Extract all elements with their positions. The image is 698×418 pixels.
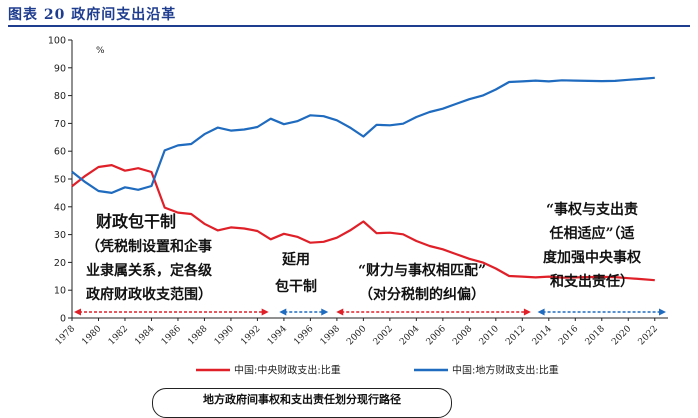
- period-arrow-2: [279, 308, 329, 316]
- x-tick-label: 1986: [160, 324, 183, 347]
- legend-label: 中国:中央财政支出:比重: [234, 364, 341, 377]
- y-tick-label: 100: [48, 36, 66, 47]
- y-tick-label: 70: [54, 119, 66, 130]
- annotation-a3: “财力与事权相匹配” （对分税制的纠偏）: [358, 262, 486, 303]
- x-tick-label: 2010: [478, 324, 501, 347]
- x-tick-label: 1984: [133, 324, 156, 347]
- x-tick-label: 2022: [637, 324, 660, 347]
- series-line-local: [71, 76, 655, 194]
- annotation-line: “事权与支出责: [546, 201, 638, 218]
- legend: 中国:中央财政支出:比重 中国:地方财政支出:比重: [196, 364, 559, 377]
- arrow-head-right: [261, 308, 269, 316]
- legend-item-central: 中国:中央财政支出:比重: [196, 364, 341, 377]
- arrow-head-left: [74, 308, 81, 316]
- x-tick-label: 1992: [239, 324, 262, 347]
- period-arrow-4: [537, 308, 666, 316]
- arrow-head-right: [523, 308, 531, 316]
- y-tick-label: 50: [54, 175, 66, 186]
- x-tick-label: 2006: [425, 324, 448, 347]
- y-tick-label: 80: [54, 91, 66, 102]
- annotation-line: 业隶属关系，定各级: [86, 262, 213, 279]
- arrow-head-left: [537, 308, 545, 316]
- period-arrow-3: [336, 308, 531, 316]
- period-arrows: [74, 308, 666, 316]
- x-tick-label: 2004: [398, 324, 421, 347]
- x-tick-label: 2020: [610, 324, 633, 347]
- annotation-line: （凭税制设置和企事: [86, 238, 212, 255]
- legend-label: 中国:地方财政支出:比重: [452, 364, 559, 377]
- x-tick-label: 1990: [213, 324, 236, 347]
- annotation-line: （对分税制的纠偏）: [359, 286, 485, 303]
- x-tick-label: 1996: [292, 324, 315, 347]
- y-tick-label: 20: [54, 258, 66, 269]
- arrow-head-left: [279, 308, 287, 316]
- period-arrow-1: [74, 308, 269, 316]
- x-tick-label: 2002: [372, 324, 395, 347]
- x-tick-label: 2016: [557, 324, 580, 347]
- annotation-line: 政府财政收支范围）: [86, 286, 212, 303]
- title-rule: [8, 25, 690, 27]
- x-tick-label: 1998: [319, 324, 342, 347]
- arrow-head-left: [336, 308, 344, 316]
- annotation-line: 包干制: [275, 278, 317, 295]
- x-tick-label: 2014: [531, 324, 554, 347]
- arrow-head-right: [659, 308, 666, 316]
- x-tick-label: 2018: [584, 324, 607, 347]
- footer-box: 地方政府间事权和支出责任划分现行路径: [152, 388, 452, 418]
- x-tick-label: 1988: [186, 324, 209, 347]
- y-axis-label: %: [96, 46, 105, 56]
- x-tick-label: 2000: [345, 324, 368, 347]
- series-line-central: [71, 164, 655, 282]
- y-tick-label: 40: [54, 202, 66, 213]
- x-tick-label: 2012: [504, 324, 527, 347]
- legend-item-local: 中国:地方财政支出:比重: [414, 364, 559, 377]
- annotation-line: 财政包干制: [95, 212, 176, 231]
- series-lines: [71, 76, 655, 282]
- figure-title: 图表 20 政府间支出沿革: [8, 7, 177, 23]
- x-tick-label: 2008: [451, 324, 474, 347]
- y-tick-label: 60: [54, 147, 66, 158]
- annotation-line: “财力与事权相匹配”: [358, 262, 486, 279]
- annotation-line: 延用: [281, 251, 310, 268]
- x-tick-label: 1994: [266, 324, 289, 347]
- arrow-head-right: [321, 308, 329, 316]
- x-tick-label: 1980: [80, 324, 103, 347]
- footer-box-text: 地方政府间事权和支出责任划分现行路径: [203, 393, 401, 406]
- y-tick-label: 30: [54, 230, 66, 241]
- y-tick-label: 10: [54, 286, 66, 297]
- annotation-line: 和支出责任）: [550, 273, 634, 290]
- annotation-line: 任相适应”（适: [548, 225, 634, 242]
- y-tick-label: 90: [54, 63, 66, 74]
- y-tick-label: 0: [60, 314, 66, 325]
- annotation-line: 度加强中央事权: [543, 249, 642, 266]
- x-tick-label: 1982: [107, 324, 130, 347]
- x-tick-label: 1978: [54, 324, 77, 347]
